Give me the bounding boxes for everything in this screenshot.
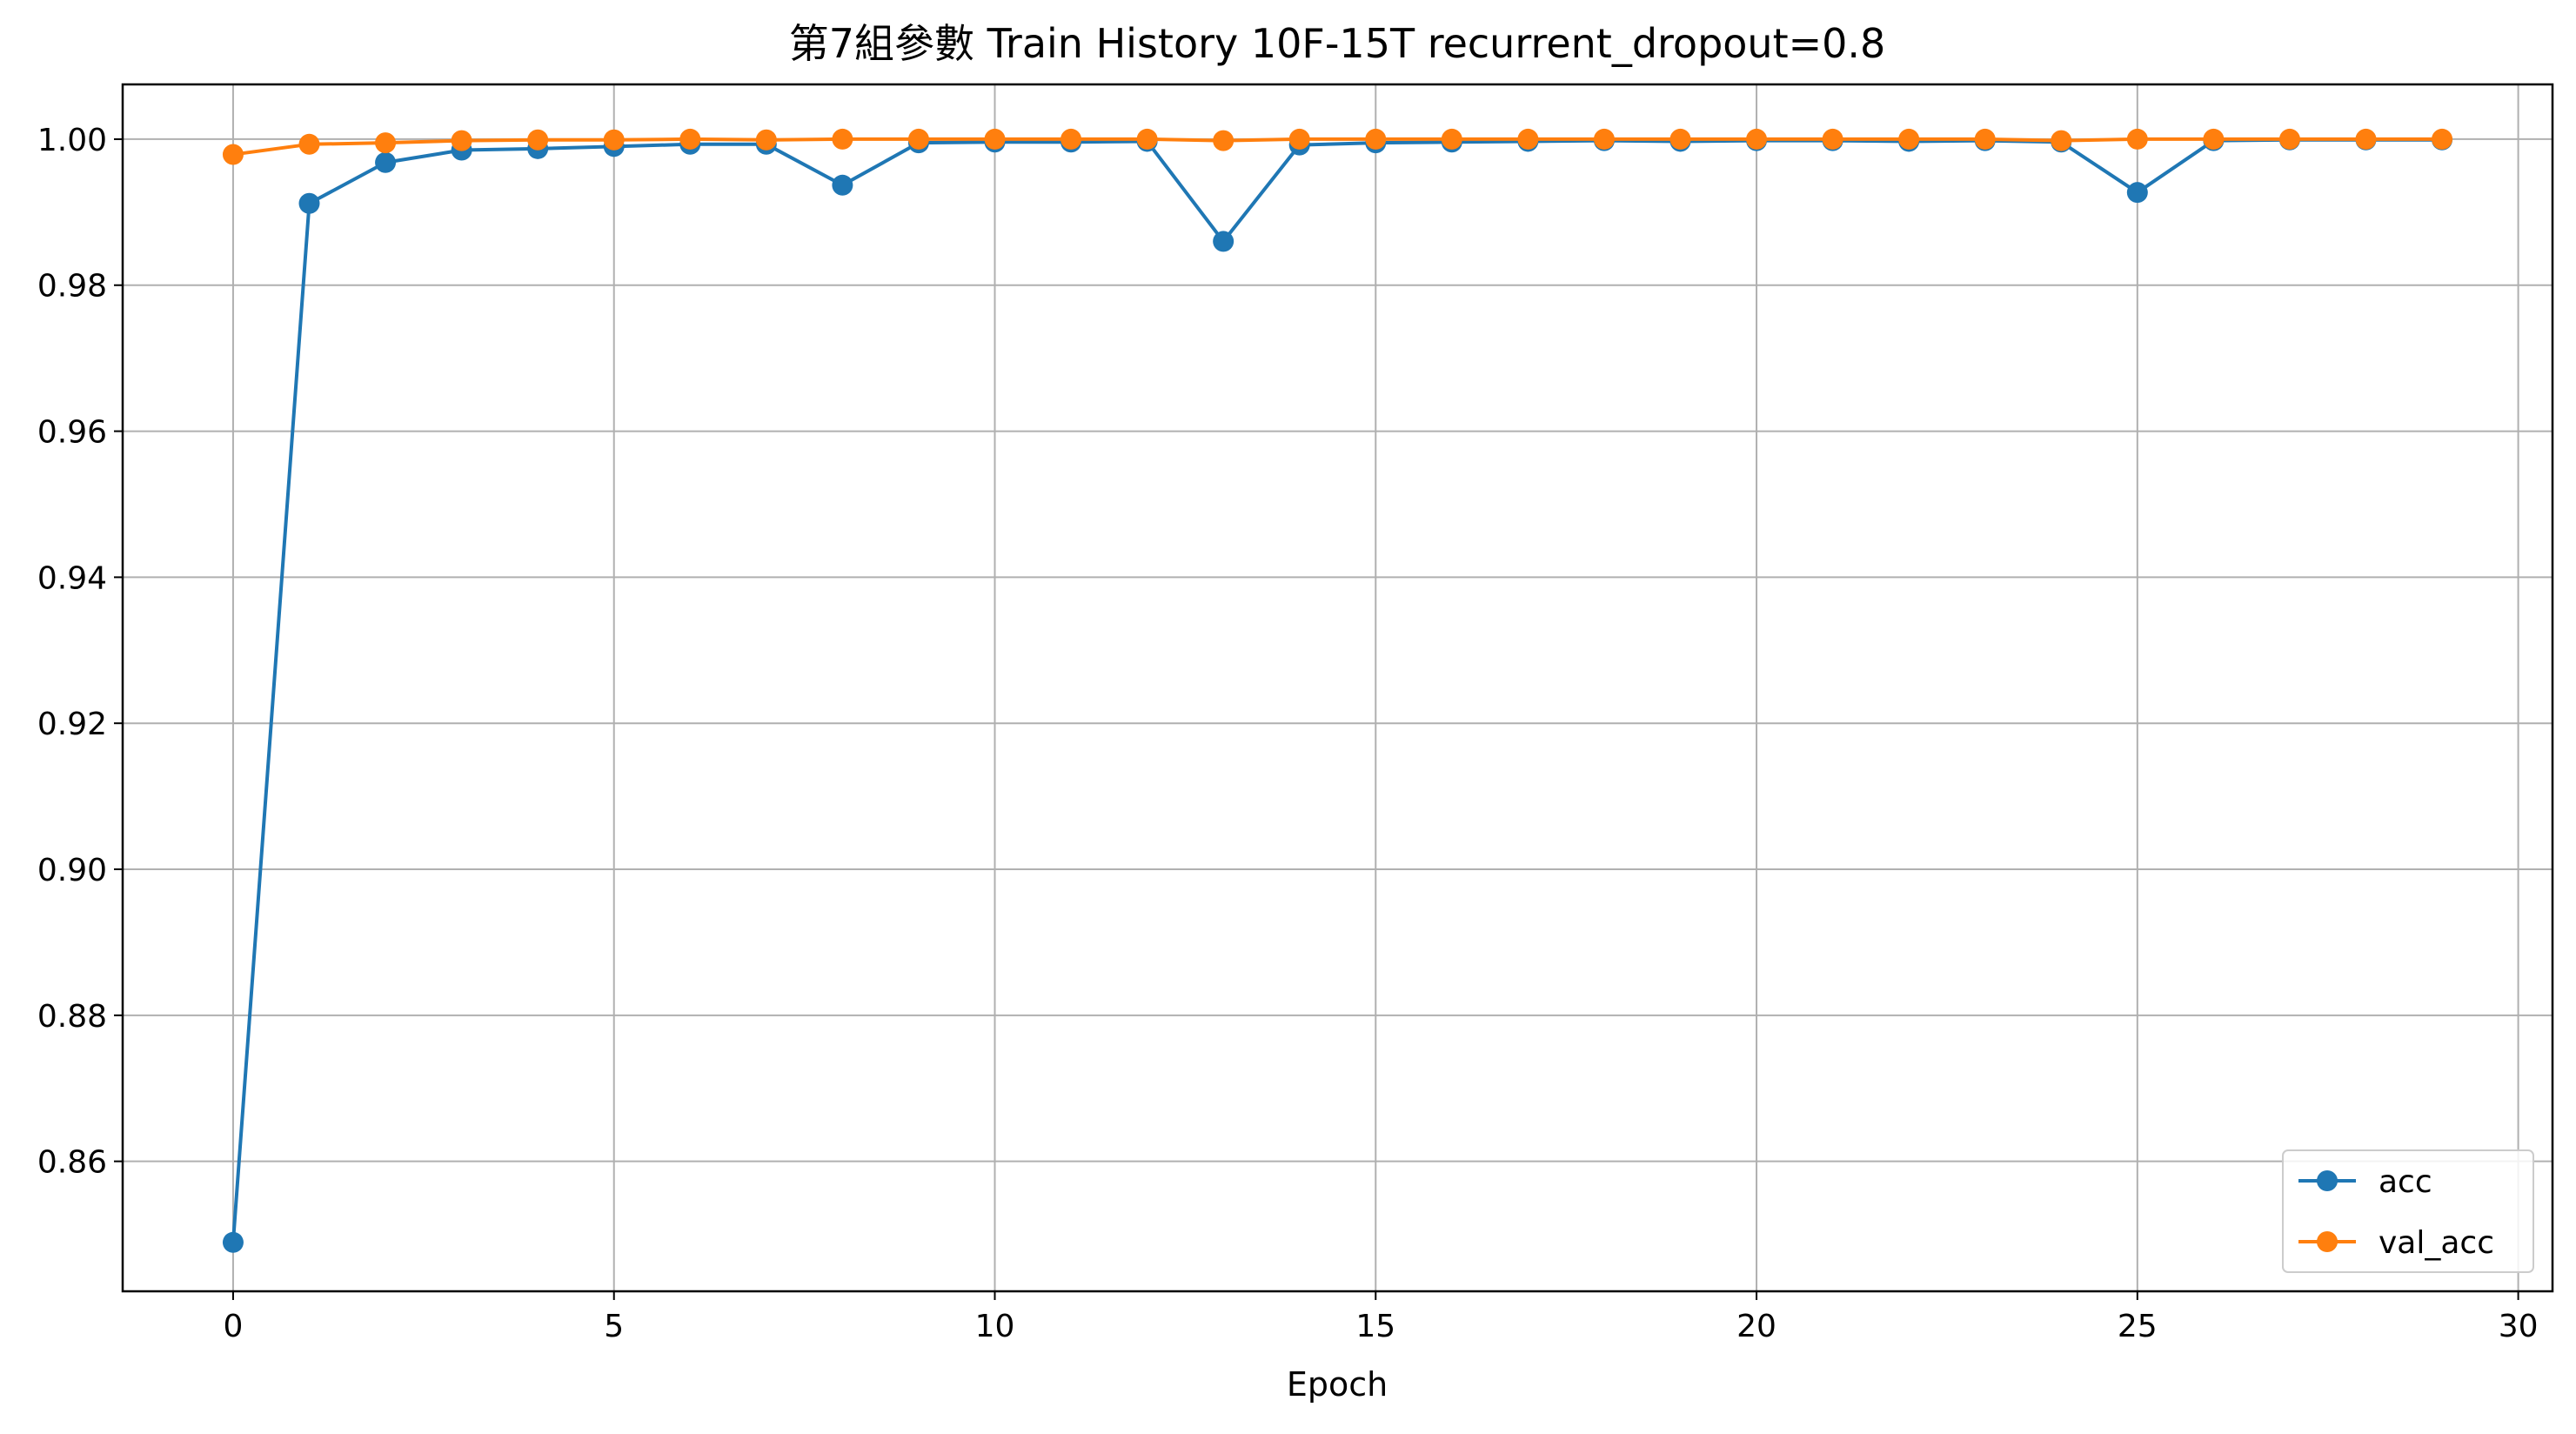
x-tick-label: 20 [1736,1309,1776,1344]
data-point-val-acc [2051,130,2072,151]
legend: acc val_acc [2282,1149,2534,1273]
legend-marker [2317,1170,2338,1191]
data-point-val-acc [1593,128,1615,150]
data-point-val-acc [2126,128,2148,150]
data-point-val-acc [603,129,625,151]
chart-title: 第7組參數 Train History 10F-15T recurrent_dr… [789,20,1886,67]
y-tick-label: 1.00 [37,123,107,158]
data-point-val-acc [1441,128,1462,150]
data-point-val-acc [2355,128,2377,150]
y-tick-label: 0.88 [37,999,107,1035]
data-point-val-acc [1822,128,1843,150]
data-point-val-acc [1365,128,1387,150]
data-point-acc [2126,182,2148,204]
grid [123,84,2553,1291]
data-point-val-acc [222,144,244,165]
x-tick-label: 0 [224,1309,244,1344]
y-tick-label: 0.90 [37,853,107,888]
data-point-val-acc [2278,128,2300,150]
data-point-val-acc [1517,128,1539,150]
data-point-val-acc [832,128,853,150]
plot-frame [121,83,2554,1293]
data-point-acc [375,151,397,173]
data-point-val-acc [451,130,472,151]
data-point-val-acc [679,128,701,150]
x-tick-label: 5 [604,1309,624,1344]
data-point-val-acc [527,129,549,151]
data-point-acc [1213,231,1234,252]
legend-item-acc: acc [2298,1164,2432,1200]
legend-item-val-acc: val_acc [2298,1225,2494,1261]
x-tick-label: 15 [1355,1309,1395,1344]
legend-label: acc [2379,1164,2432,1200]
data-point-val-acc [2203,128,2225,150]
data-point-val-acc [1061,128,1082,150]
x-axis-label: Epoch [1287,1365,1388,1404]
data-point-acc [298,192,320,214]
legend-label: val_acc [2379,1225,2494,1261]
data-point-val-acc [1898,128,1920,150]
data-point-acc [222,1231,244,1253]
data-point-val-acc [298,133,320,155]
y-tick-label: 0.94 [37,560,107,596]
series-layer [222,128,2453,1253]
data-point-val-acc [755,129,777,151]
data-point-acc [832,174,853,196]
axes: 0 5 10 15 20 25 30 0.86 0.88 0.90 0.92 0.94 0.96 0.98… [37,123,2539,1344]
data-point-val-acc [1213,130,1234,151]
series-val-acc [222,128,2453,165]
y-tick-label: 0.92 [37,707,107,742]
data-point-val-acc [1136,128,1158,150]
data-point-val-acc [1746,128,1768,150]
data-point-val-acc [984,128,1006,150]
x-tick-label: 30 [2499,1309,2539,1344]
data-point-val-acc [907,128,929,150]
data-point-val-acc [1974,128,1996,150]
data-point-val-acc [1669,128,1691,150]
series-line-val-acc [232,137,2443,157]
y-tick-label: 0.86 [37,1145,107,1181]
data-point-val-acc [375,132,397,154]
series-line-acc [231,137,2443,1243]
x-tick-label: 25 [2118,1309,2158,1344]
data-point-val-acc [1288,128,1310,150]
x-tick-label: 10 [975,1309,1015,1344]
y-tick-label: 0.98 [37,269,107,305]
y-tick-label: 0.96 [37,415,107,451]
legend-marker [2317,1231,2338,1252]
data-point-val-acc [2432,128,2453,150]
